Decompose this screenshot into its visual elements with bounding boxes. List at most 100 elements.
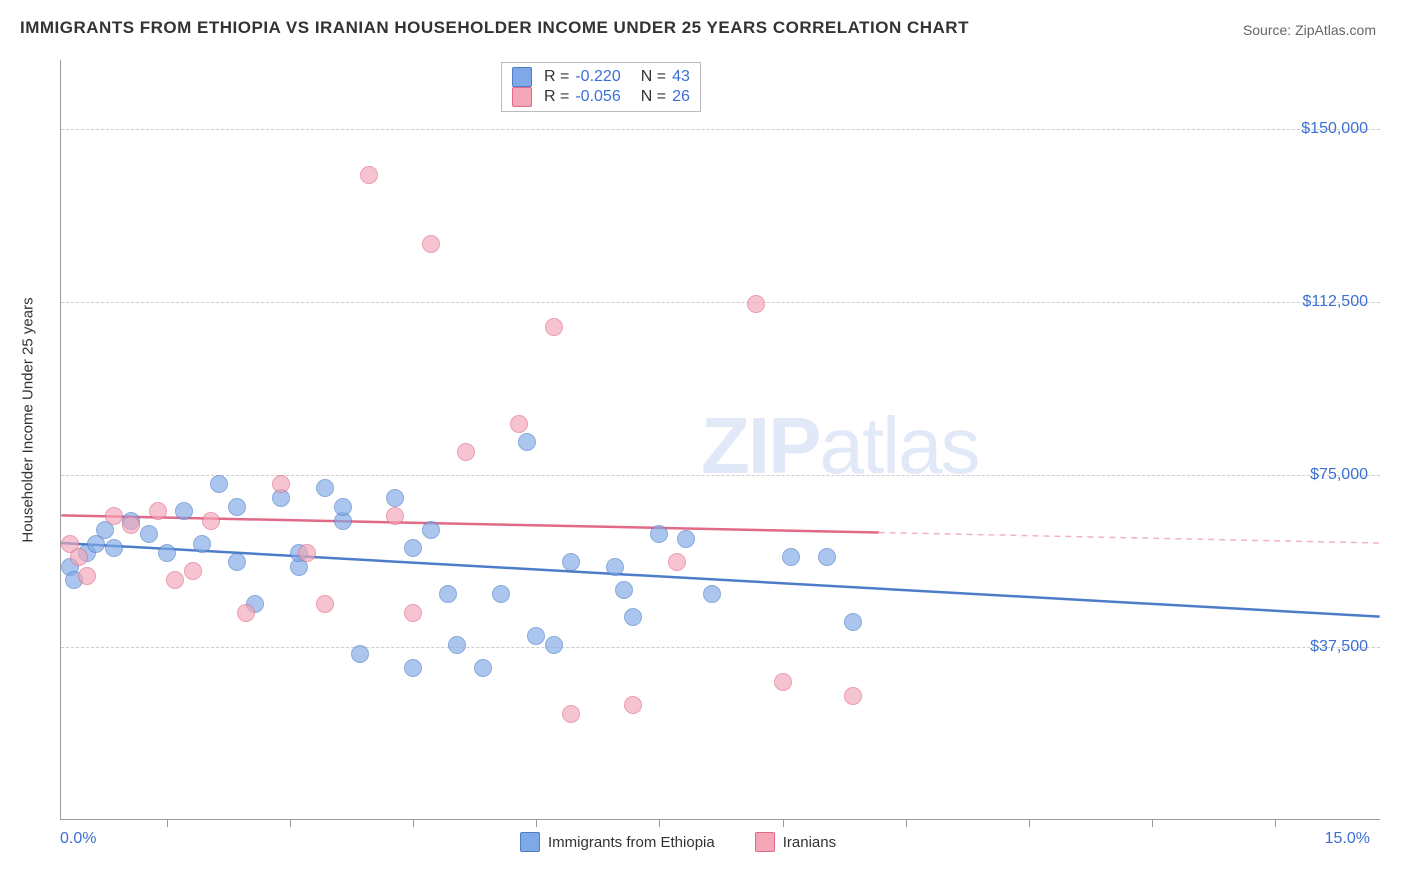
ethiopia-marker bbox=[316, 479, 334, 497]
iranians-marker bbox=[747, 295, 765, 313]
x-tick bbox=[783, 819, 784, 827]
ethiopia-marker bbox=[677, 530, 695, 548]
x-axis-max: 15.0% bbox=[1325, 830, 1370, 848]
iranians-marker bbox=[105, 507, 123, 525]
series-label: Iranians bbox=[783, 834, 836, 851]
source-label: Source: bbox=[1243, 22, 1291, 38]
legend-N-value: 43 bbox=[672, 68, 690, 86]
iranians-marker bbox=[624, 696, 642, 714]
legend-swatch bbox=[520, 832, 540, 852]
legend-N-value: 26 bbox=[672, 88, 690, 106]
gridline bbox=[61, 647, 1380, 648]
y-tick-label: $112,500 bbox=[1302, 293, 1368, 311]
ethiopia-marker bbox=[650, 525, 668, 543]
iranians-marker bbox=[562, 705, 580, 723]
watermark: ZIPatlas bbox=[701, 400, 978, 492]
ethiopia-marker bbox=[439, 585, 457, 603]
x-tick bbox=[167, 819, 168, 827]
ethiopia-marker bbox=[140, 525, 158, 543]
ethiopia-marker bbox=[703, 585, 721, 603]
legend-R-value: -0.056 bbox=[575, 88, 620, 106]
ethiopia-marker bbox=[624, 608, 642, 626]
chart-plot-area: ZIPatlas R = -0.220 N = 43 R = -0.056 N = 2… bbox=[60, 60, 1380, 820]
series-legend: Immigrants from Ethiopia Iranians bbox=[520, 832, 836, 852]
iranians-marker bbox=[457, 443, 475, 461]
source-link[interactable]: ZipAtlas.com bbox=[1295, 22, 1376, 38]
y-axis-title: Householder Income Under 25 years bbox=[20, 297, 37, 542]
iranians-marker bbox=[149, 502, 167, 520]
y-tick-label: $75,000 bbox=[1310, 466, 1368, 484]
correlation-legend: R = -0.220 N = 43 R = -0.056 N = 26 bbox=[501, 62, 701, 112]
legend-R-value: -0.220 bbox=[575, 68, 620, 86]
iranians-marker bbox=[545, 318, 563, 336]
ethiopia-marker bbox=[193, 535, 211, 553]
iranians-marker bbox=[237, 604, 255, 622]
iranians-marker bbox=[298, 544, 316, 562]
gridline bbox=[61, 129, 1380, 130]
ethiopia-marker bbox=[386, 489, 404, 507]
iranians-marker bbox=[166, 571, 184, 589]
iranians-marker bbox=[316, 595, 334, 613]
legend-swatch bbox=[512, 67, 532, 87]
ethiopia-marker bbox=[228, 498, 246, 516]
ethiopia-marker bbox=[562, 553, 580, 571]
x-tick bbox=[1029, 819, 1030, 827]
iranians-marker bbox=[360, 166, 378, 184]
legend-N-label: N = bbox=[641, 68, 666, 86]
x-tick bbox=[659, 819, 660, 827]
ethiopia-marker bbox=[175, 502, 193, 520]
iranians-marker bbox=[272, 475, 290, 493]
ethiopia-marker bbox=[404, 659, 422, 677]
ethiopia-marker bbox=[448, 636, 466, 654]
iranians-marker bbox=[422, 235, 440, 253]
x-tick bbox=[1275, 819, 1276, 827]
ethiopia-marker bbox=[404, 539, 422, 557]
source-attribution: Source: ZipAtlas.com bbox=[1243, 22, 1376, 38]
iranians-marker bbox=[122, 516, 140, 534]
legend-R-label: R = bbox=[544, 88, 569, 106]
chart-title: IMMIGRANTS FROM ETHIOPIA VS IRANIAN HOUS… bbox=[20, 18, 969, 38]
ethiopia-marker bbox=[334, 498, 352, 516]
ethiopia-marker bbox=[844, 613, 862, 631]
series-legend-item-iranians: Iranians bbox=[755, 832, 836, 852]
x-tick bbox=[1152, 819, 1153, 827]
ethiopia-marker bbox=[158, 544, 176, 562]
ethiopia-marker bbox=[351, 645, 369, 663]
ethiopia-marker bbox=[474, 659, 492, 677]
x-tick bbox=[413, 819, 414, 827]
y-tick-label: $150,000 bbox=[1301, 120, 1368, 138]
x-tick bbox=[290, 819, 291, 827]
iranians-marker bbox=[404, 604, 422, 622]
iranians-marker bbox=[202, 512, 220, 530]
ethiopia-marker bbox=[518, 433, 536, 451]
legend-row-ethiopia: R = -0.220 N = 43 bbox=[512, 67, 690, 87]
legend-N-label: N = bbox=[641, 88, 666, 106]
legend-swatch bbox=[512, 87, 532, 107]
ethiopia-marker bbox=[105, 539, 123, 557]
legend-row-iranians: R = -0.056 N = 26 bbox=[512, 87, 690, 107]
ethiopia-marker bbox=[527, 627, 545, 645]
iranians-marker bbox=[844, 687, 862, 705]
series-label: Immigrants from Ethiopia bbox=[548, 834, 715, 851]
x-tick bbox=[906, 819, 907, 827]
iranians-marker bbox=[510, 415, 528, 433]
legend-swatch bbox=[755, 832, 775, 852]
ethiopia-marker bbox=[615, 581, 633, 599]
iranians-marker bbox=[78, 567, 96, 585]
iranians-marker bbox=[70, 548, 88, 566]
iranians-marker bbox=[386, 507, 404, 525]
ethiopia-marker bbox=[228, 553, 246, 571]
ethiopia-marker bbox=[492, 585, 510, 603]
y-tick-label: $37,500 bbox=[1310, 638, 1368, 656]
x-tick bbox=[536, 819, 537, 827]
ethiopia-marker bbox=[422, 521, 440, 539]
iranians-marker bbox=[774, 673, 792, 691]
series-legend-item-ethiopia: Immigrants from Ethiopia bbox=[520, 832, 715, 852]
ethiopia-marker bbox=[782, 548, 800, 566]
ethiopia-marker bbox=[210, 475, 228, 493]
legend-R-label: R = bbox=[544, 68, 569, 86]
x-axis-min: 0.0% bbox=[60, 830, 96, 848]
iranians-marker bbox=[668, 553, 686, 571]
ethiopia-marker bbox=[606, 558, 624, 576]
gridline bbox=[61, 475, 1380, 476]
